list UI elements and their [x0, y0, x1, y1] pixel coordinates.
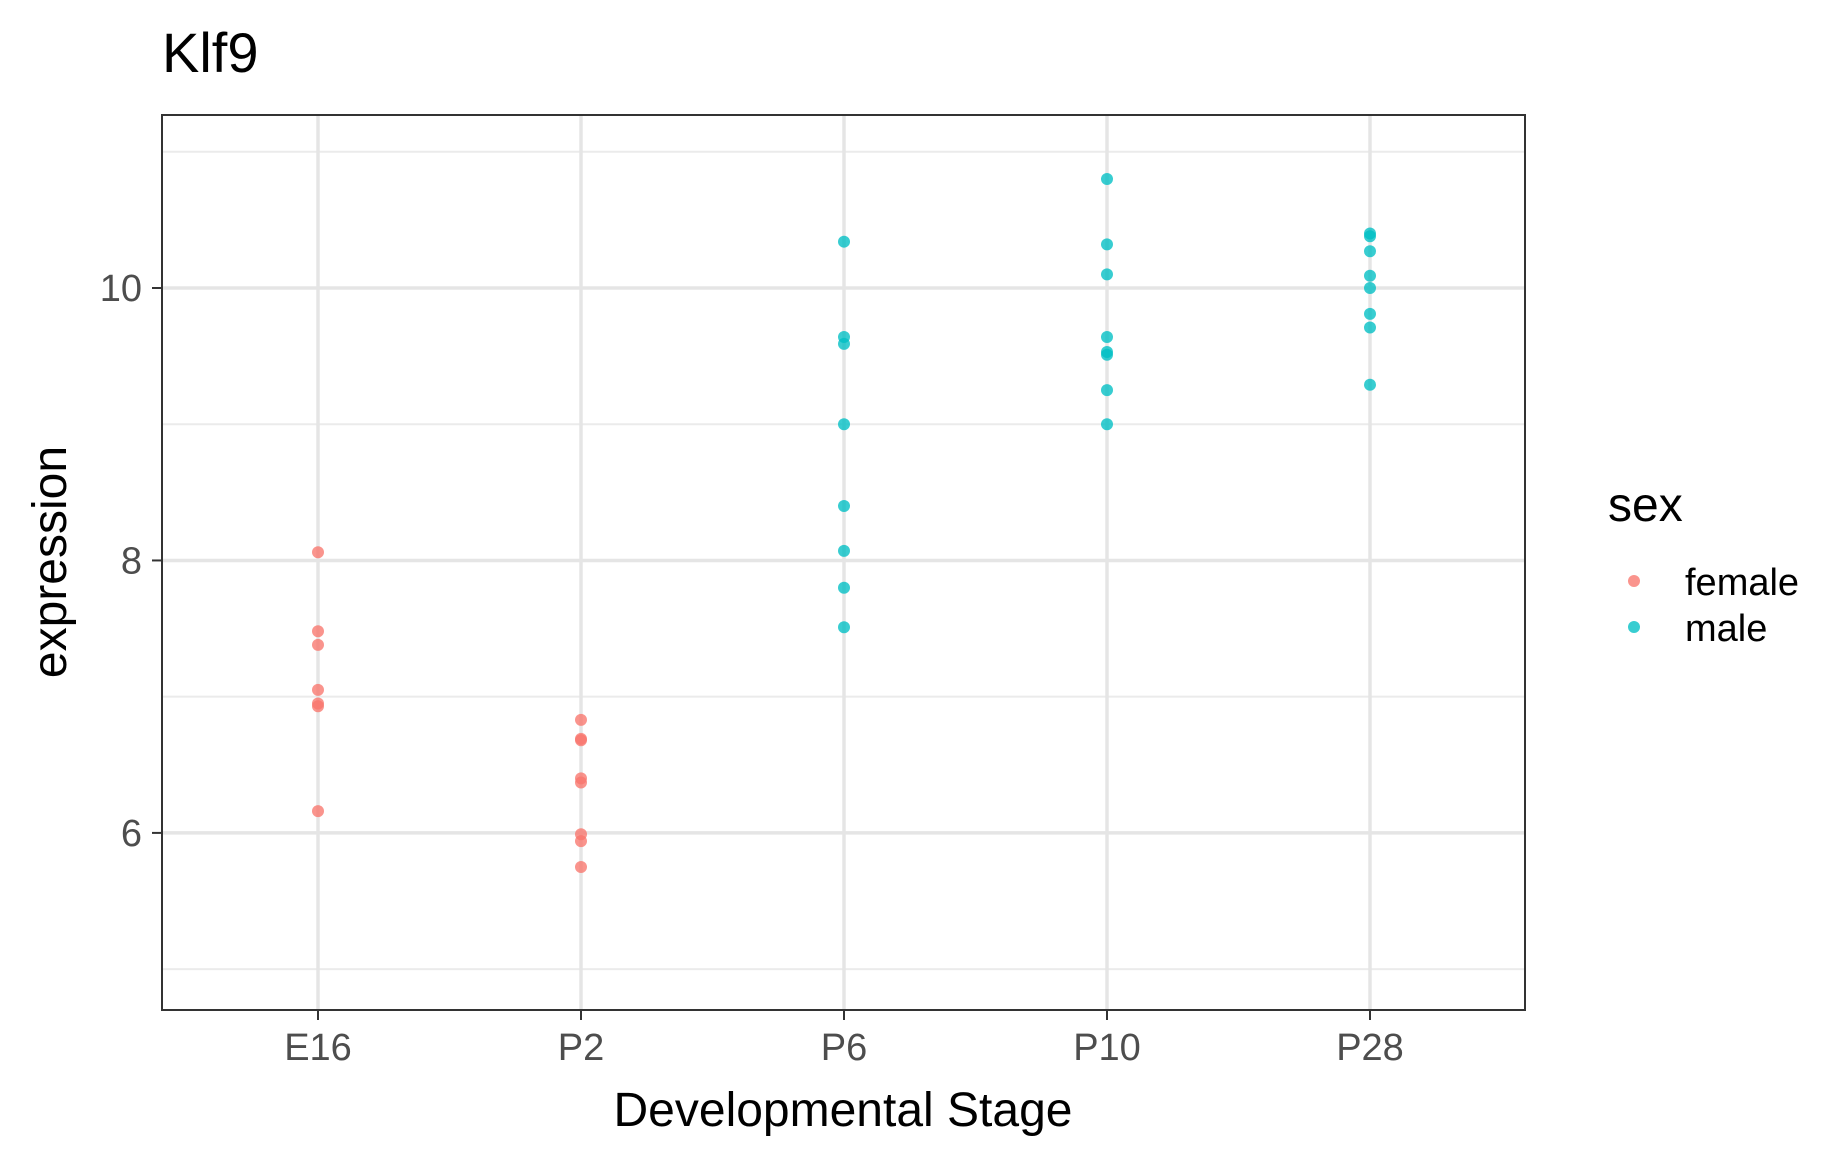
data-point-female — [575, 734, 587, 747]
data-point-male — [1101, 173, 1113, 186]
x-tick-label: E16 — [284, 1027, 352, 1069]
data-point-male — [838, 337, 850, 350]
data-point-female — [575, 835, 587, 848]
data-point-male — [1101, 418, 1113, 431]
data-point-male — [838, 544, 850, 557]
legend-key-female — [1628, 575, 1640, 587]
data-point-male — [1101, 331, 1113, 344]
data-point-male — [1364, 269, 1376, 282]
data-points — [312, 173, 1376, 873]
x-axis-title: Developmental Stage — [614, 1084, 1073, 1137]
major-gridlines — [162, 115, 1525, 1010]
data-point-male — [838, 418, 850, 431]
x-tick-label: P2 — [558, 1027, 604, 1069]
data-point-male — [1364, 245, 1376, 258]
data-point-male — [1101, 384, 1113, 397]
legend-label-female: female — [1685, 562, 1799, 604]
data-point-female — [312, 700, 324, 713]
data-point-male — [1364, 282, 1376, 295]
y-tick-label: 10 — [100, 268, 142, 310]
data-point-male — [1101, 238, 1113, 251]
data-point-male — [1101, 348, 1113, 361]
y-tick-label: 6 — [121, 813, 142, 855]
data-point-male — [1364, 378, 1376, 391]
data-point-female — [312, 546, 324, 559]
data-point-female — [312, 805, 324, 818]
data-point-female — [575, 860, 587, 873]
data-point-female — [312, 683, 324, 696]
y-axis-ticks: 6 8 10 — [100, 268, 162, 855]
data-point-female — [575, 776, 587, 789]
data-point-male — [838, 581, 850, 594]
data-point-male — [838, 621, 850, 634]
data-point-female — [312, 638, 324, 651]
chart-title: Klf9 — [162, 21, 259, 84]
y-tick-label: 8 — [121, 540, 142, 582]
x-tick-label: P10 — [1073, 1027, 1141, 1069]
data-point-male — [838, 235, 850, 248]
data-point-male — [838, 499, 850, 512]
data-point-male — [1364, 230, 1376, 243]
legend-key-male — [1628, 621, 1640, 633]
data-point-male — [1364, 321, 1376, 334]
x-tick-label: P28 — [1336, 1027, 1404, 1069]
legend-label-male: male — [1685, 608, 1767, 650]
x-tick-label: P6 — [821, 1027, 867, 1069]
data-point-female — [312, 625, 324, 638]
legend-title: sex — [1608, 479, 1683, 532]
data-point-female — [575, 713, 587, 726]
data-point-male — [1101, 268, 1113, 281]
y-axis-title: expression — [24, 446, 77, 678]
x-axis-ticks: E16 P2 P6 P10 P28 — [284, 1010, 1404, 1069]
data-point-male — [1364, 307, 1376, 320]
